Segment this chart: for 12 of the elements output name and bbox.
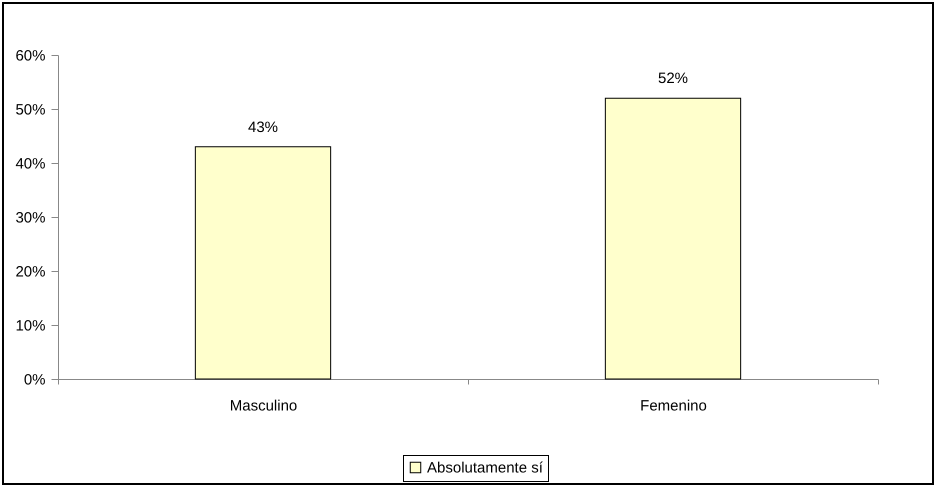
x-tick-label: Masculino — [230, 398, 298, 414]
data-label: 43% — [248, 118, 278, 136]
data-label: 52% — [658, 70, 688, 88]
y-tick-label: 30% — [15, 210, 46, 226]
y-tick-label: 10% — [15, 318, 46, 334]
y-tick-label: 40% — [15, 156, 46, 172]
y-tick-label: 0% — [24, 372, 46, 388]
y-tick-label: 50% — [15, 102, 46, 118]
y-tick-label: 60% — [15, 48, 46, 64]
x-tick-label: Femenino — [640, 398, 707, 414]
y-tick-label: 20% — [15, 264, 46, 280]
legend-label: Absolutamente sí — [427, 460, 544, 476]
